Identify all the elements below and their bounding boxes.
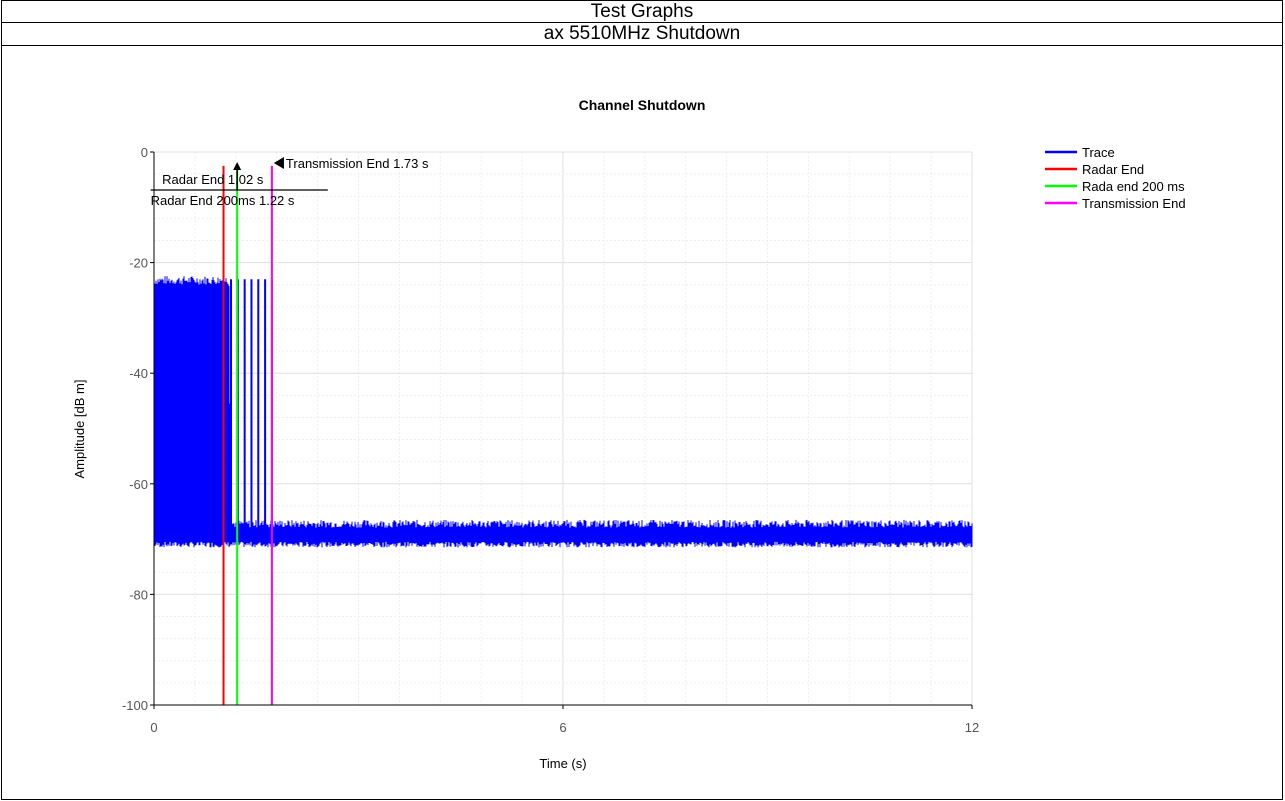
- y-tick-label: 0: [141, 145, 148, 160]
- report-subtitle: ax 5510MHz Shutdown: [2, 23, 1282, 46]
- y-tick-label: -20: [129, 256, 148, 271]
- y-tick-label: -100: [122, 698, 148, 713]
- legend-label: Transmission End: [1082, 196, 1186, 211]
- y-tick-label: -60: [129, 477, 148, 492]
- legend-label: Rada end 200 ms: [1082, 179, 1185, 194]
- x-tick-label: 6: [559, 720, 566, 735]
- axis-ticks: 0 6 12 0 -20 -40 -60 -80 -100: [122, 145, 979, 735]
- chart-annotations: Radar End 1.02 s Radar End 200ms 1.22 s Tr…: [150, 156, 429, 208]
- chart-legend: Trace Radar End Rada end 200 ms Transmissio…: [1045, 145, 1186, 211]
- marker-lines: [222, 165, 273, 705]
- x-axis-label: Time (s): [539, 756, 586, 771]
- annotation-radar-end: Radar End 1.02 s: [162, 172, 264, 187]
- y-axis-label: Amplitude [dB m]: [72, 380, 87, 479]
- annotation-arrow-head-up: [233, 162, 242, 170]
- legend-label: Radar End: [1082, 162, 1144, 177]
- legend-label: Trace: [1082, 145, 1115, 160]
- annotation-transmission-end: Transmission End 1.73 s: [286, 156, 429, 171]
- y-tick-label: -40: [129, 366, 148, 381]
- annotation-radar-end-200ms: Radar End 200ms 1.22 s: [151, 193, 295, 208]
- channel-shutdown-chart: Channel Shutdown 0 6 12 0 -20 -40 -60 -80 -100 T…: [72, 97, 1186, 771]
- chart-title: Channel Shutdown: [579, 97, 706, 113]
- report-title: Test Graphs: [2, 1, 1282, 23]
- x-tick-label: 0: [150, 720, 157, 735]
- y-tick-label: -80: [129, 587, 148, 602]
- chart-grid: [153, 151, 973, 706]
- annotation-arrow-head-left: [273, 157, 284, 169]
- x-tick-label: 12: [965, 720, 979, 735]
